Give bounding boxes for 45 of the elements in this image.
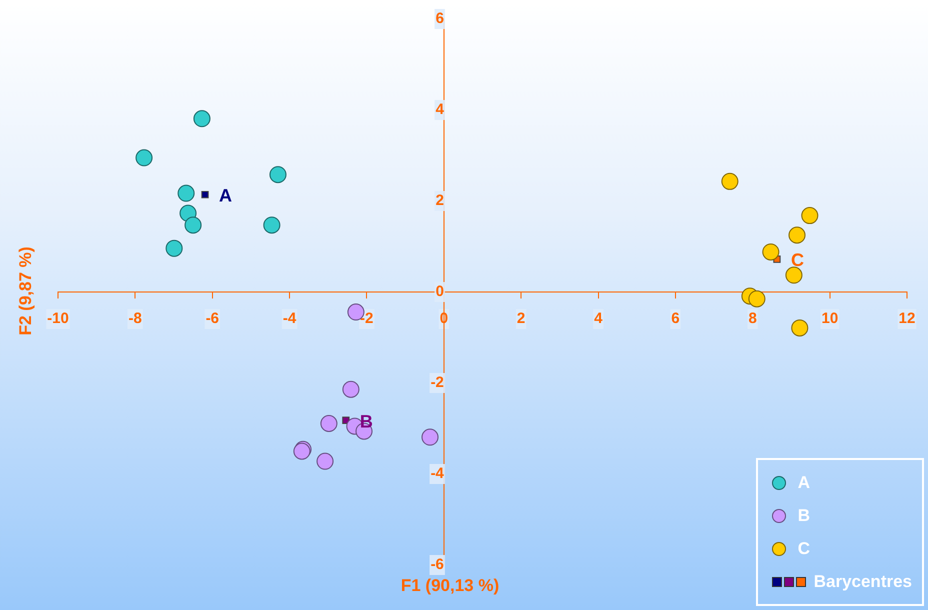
point	[762, 243, 780, 260]
point	[788, 226, 806, 244]
annotation: A	[219, 186, 232, 206]
legend-label: C	[796, 538, 811, 560]
y-tick-label: 4	[436, 101, 445, 118]
x-tick-label: -6	[206, 310, 220, 328]
legend-label: B	[796, 505, 811, 527]
y-tick-label: -4	[430, 465, 445, 482]
point	[166, 240, 183, 257]
point	[184, 216, 202, 234]
y-axis-title: F2 (9,87 %)	[16, 246, 36, 336]
x-tick-label: 6	[671, 310, 680, 328]
point	[263, 216, 280, 234]
point	[320, 414, 338, 432]
point	[785, 266, 802, 284]
point	[201, 190, 209, 198]
x-tick-label: 2	[516, 310, 526, 328]
x-tick-label: 8	[748, 310, 757, 328]
x-tick-label: -8	[128, 310, 142, 328]
y-tick-label: 6	[436, 10, 444, 28]
point	[748, 290, 766, 308]
point	[801, 207, 818, 224]
y-tick-label: 0	[436, 283, 444, 300]
point	[316, 452, 334, 470]
x-tick-label: -4	[282, 310, 297, 328]
legend-label: Barycentres	[812, 571, 912, 593]
point	[791, 319, 808, 336]
y-tick-label: -6	[430, 556, 444, 574]
point	[342, 380, 360, 398]
x-axis-title: F1 (90,13 %)	[400, 576, 500, 595]
x-tick-label: 10	[821, 310, 838, 328]
annotation: C	[790, 250, 804, 270]
y-tick-label: 2	[436, 192, 444, 210]
point	[721, 172, 738, 190]
point	[422, 428, 439, 446]
legend-label: A	[796, 472, 811, 494]
point	[269, 166, 286, 184]
point	[136, 149, 153, 166]
x-tick-label: -2	[360, 310, 374, 328]
y-tick-label: -2	[430, 374, 444, 392]
x-tick-label: 12	[898, 310, 916, 328]
point	[178, 184, 195, 202]
point	[193, 110, 210, 128]
x-tick-label: -10	[47, 310, 69, 328]
x-tick-label: 4	[594, 310, 604, 328]
